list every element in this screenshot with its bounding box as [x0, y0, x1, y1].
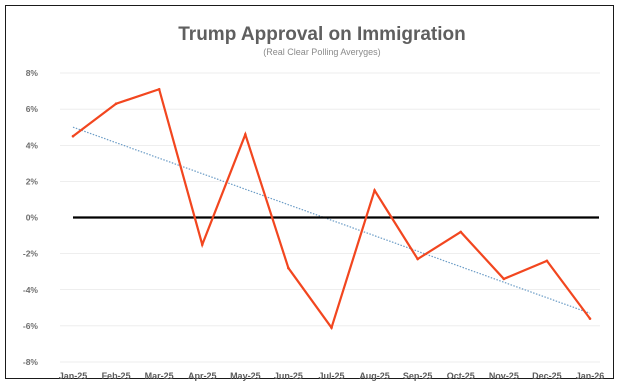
data-point: [244, 133, 247, 136]
x-tick-label: Mar-25: [145, 371, 174, 381]
data-point: [588, 317, 592, 320]
x-tick-label: Aug-25: [359, 371, 390, 381]
data-point: [330, 326, 333, 329]
x-tick-label: Sep-25: [403, 371, 433, 381]
chart-frame: [5, 5, 614, 379]
y-tick-label: -4%: [23, 285, 39, 295]
data-point: [459, 230, 463, 234]
x-axis-ticks: Jan-25 Feb-25 Mar-25 Apr-25 May-25 Jun-25 Jul-…: [59, 371, 605, 381]
y-tick-label: -8%: [23, 357, 39, 367]
x-tick-label: Jan-26: [576, 371, 605, 381]
data-point: [114, 102, 118, 106]
x-tick-label: Apr-25: [188, 371, 217, 381]
y-tick-label: 2%: [26, 176, 39, 186]
data-point: [71, 134, 75, 138]
x-tick-label: May-25: [230, 371, 261, 381]
x-tick-label: Feb-25: [102, 371, 131, 381]
data-point: [545, 259, 549, 263]
x-tick-label: Nov-25: [489, 371, 519, 381]
series-layer: [71, 87, 592, 331]
data-point: [373, 189, 376, 192]
data-point: [200, 243, 204, 246]
data-point: [502, 277, 506, 281]
y-axis-ticks: 8% 6% 4% 2% 0% -2% -4% -6% -8%: [23, 68, 39, 367]
x-tick-label: Jan-25: [59, 371, 88, 381]
data-point: [416, 257, 419, 261]
data-point: [157, 87, 161, 91]
y-tick-label: 4%: [26, 140, 39, 150]
y-tick-label: -6%: [23, 321, 39, 331]
x-tick-label: Jul-25: [318, 371, 344, 381]
y-tick-label: 6%: [26, 104, 39, 114]
y-tick-label: -2%: [23, 249, 39, 259]
trendline-layer: [72, 126, 591, 314]
x-tick-label: Oct-25: [447, 371, 475, 381]
trendline: [72, 126, 591, 314]
x-tick-label: Jun-25: [274, 371, 303, 381]
chart-title: Trump Approval on Immigration: [178, 24, 465, 45]
gridlines: [60, 72, 600, 363]
y-tick-label: 0%: [26, 213, 39, 223]
chart-subtitle: (Real Clear Polling Averyges): [263, 47, 380, 57]
data-point: [287, 266, 290, 270]
series-line: [72, 87, 591, 331]
x-tick-label: Dec-25: [532, 371, 562, 381]
y-tick-label: 8%: [26, 68, 39, 78]
